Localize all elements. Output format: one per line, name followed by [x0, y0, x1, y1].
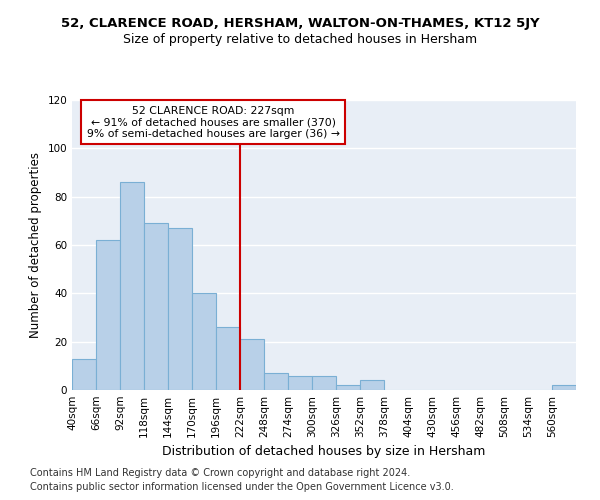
Bar — [72, 358, 96, 390]
Bar — [240, 339, 264, 390]
Bar — [312, 376, 336, 390]
Bar — [168, 228, 192, 390]
Bar — [288, 376, 312, 390]
Bar — [216, 327, 240, 390]
Bar — [336, 385, 360, 390]
Text: 52, CLARENCE ROAD, HERSHAM, WALTON-ON-THAMES, KT12 5JY: 52, CLARENCE ROAD, HERSHAM, WALTON-ON-TH… — [61, 18, 539, 30]
Text: 52 CLARENCE ROAD: 227sqm
← 91% of detached houses are smaller (370)
9% of semi-d: 52 CLARENCE ROAD: 227sqm ← 91% of detach… — [86, 106, 340, 139]
Bar — [120, 182, 144, 390]
Text: Contains HM Land Registry data © Crown copyright and database right 2024.: Contains HM Land Registry data © Crown c… — [30, 468, 410, 477]
Bar — [144, 223, 168, 390]
Bar — [96, 240, 120, 390]
Bar — [552, 385, 576, 390]
Bar — [360, 380, 384, 390]
Bar — [264, 373, 288, 390]
Y-axis label: Number of detached properties: Number of detached properties — [29, 152, 42, 338]
X-axis label: Distribution of detached houses by size in Hersham: Distribution of detached houses by size … — [163, 446, 485, 458]
Text: Contains public sector information licensed under the Open Government Licence v3: Contains public sector information licen… — [30, 482, 454, 492]
Bar — [192, 294, 216, 390]
Text: Size of property relative to detached houses in Hersham: Size of property relative to detached ho… — [123, 32, 477, 46]
